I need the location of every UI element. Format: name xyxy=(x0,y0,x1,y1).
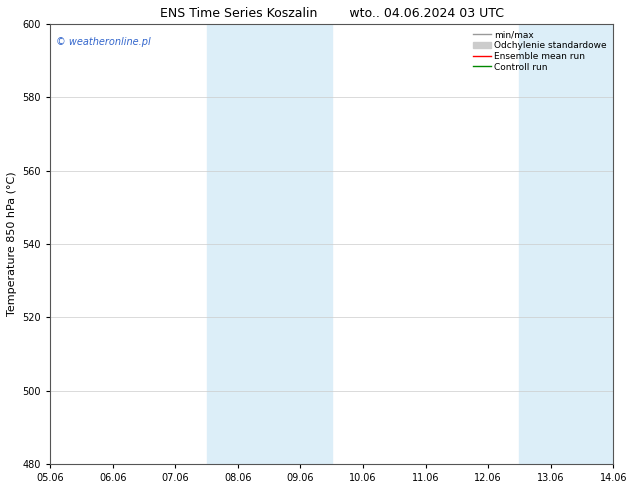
Title: ENS Time Series Koszalin        wto.. 04.06.2024 03 UTC: ENS Time Series Koszalin wto.. 04.06.202… xyxy=(160,7,504,20)
Y-axis label: Temperature 850 hPa (°C): Temperature 850 hPa (°C) xyxy=(7,172,17,316)
Bar xyxy=(519,24,634,464)
Legend: min/max, Odchylenie standardowe, Ensemble mean run, Controll run: min/max, Odchylenie standardowe, Ensembl… xyxy=(471,28,609,74)
Text: © weatheronline.pl: © weatheronline.pl xyxy=(56,37,150,47)
Bar xyxy=(207,24,332,464)
